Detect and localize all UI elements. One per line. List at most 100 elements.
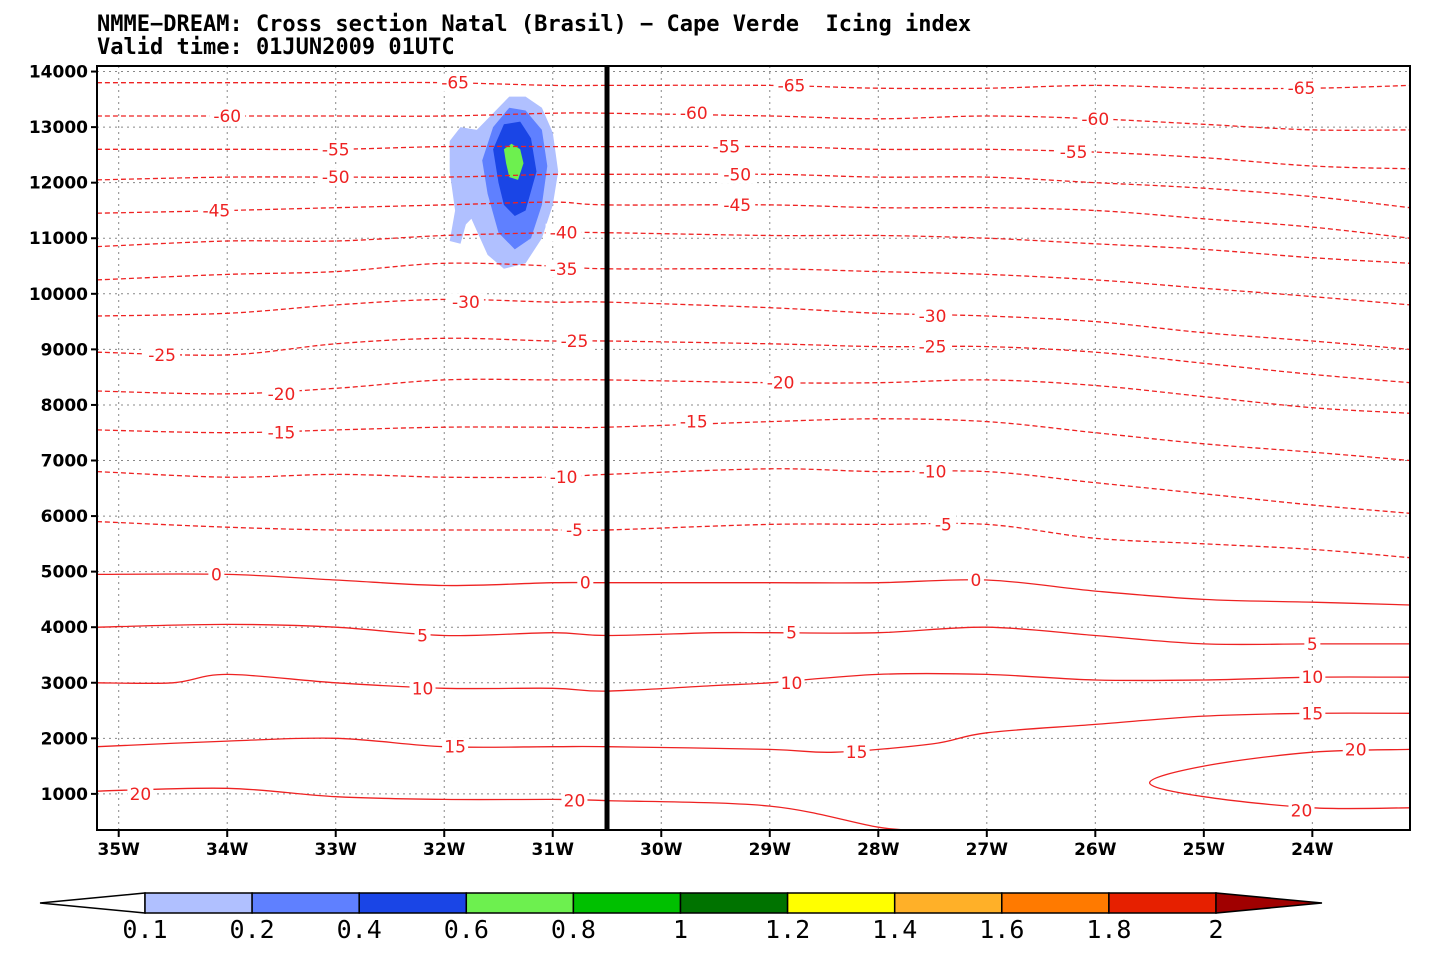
colorbar-segment	[1108, 892, 1217, 914]
isotherm--65	[97, 81, 1410, 90]
contour-label: 10	[1302, 668, 1324, 688]
y-tick-label: 1000	[41, 785, 88, 805]
colorbar-tick-label: 1.8	[1086, 915, 1131, 944]
colorbar-tick-label: 0.4	[337, 915, 382, 944]
y-tick-label: 2000	[41, 729, 88, 749]
y-tick-label: 7000	[41, 452, 88, 472]
isotherm-15	[97, 712, 1410, 754]
contour-label-bg	[762, 373, 799, 392]
contour-label: -55	[1060, 143, 1088, 163]
contour-label: 10	[412, 679, 434, 699]
colorbar-tick-label: 0.6	[444, 915, 489, 944]
contour-label-bg	[263, 423, 300, 442]
contour-label: -15	[268, 424, 296, 444]
colorbar-segment	[572, 892, 682, 914]
colorbar-tick-label: 2	[1208, 915, 1223, 944]
colorbar-segment	[465, 892, 575, 914]
colorbar-segment	[144, 892, 253, 914]
colorbar-tick-label: 1.6	[979, 915, 1024, 944]
icing-contour-0.6	[503, 143, 524, 180]
contour-label: -40	[550, 224, 578, 244]
contour-label: -35	[550, 260, 578, 280]
contour-label: -25	[148, 346, 176, 366]
contour-label: -50	[723, 165, 751, 185]
x-tick-label: 27W	[966, 840, 1009, 860]
contour-label: -25	[919, 338, 947, 358]
colorbar-tick-label: 0.1	[122, 915, 167, 944]
contour-label: 15	[444, 738, 466, 758]
colorbar-segment	[251, 892, 360, 914]
isotherm-20	[97, 787, 922, 830]
isotherm-20-branch	[1148, 748, 1410, 810]
contour-label-bg	[773, 76, 810, 95]
chart-title: NMME−DREAM: Cross section Natal (Brasil)…	[97, 12, 972, 37]
contour-label-bg	[545, 259, 582, 278]
y-tick-label: 11000	[29, 229, 88, 249]
contour-label-bg	[409, 679, 436, 698]
isotherm--40	[97, 231, 1410, 264]
contour-label-bg	[1288, 801, 1315, 820]
contour-label-bg	[317, 140, 354, 159]
contour-label: 0	[211, 565, 222, 585]
contour-label-bg	[914, 307, 951, 326]
x-tick-label: 24W	[1291, 840, 1334, 860]
contour-label: -20	[268, 385, 296, 405]
contour-label-bg	[675, 412, 712, 431]
contour-label: 0	[580, 574, 591, 594]
x-tick-label: 29W	[749, 840, 792, 860]
isotherm--30	[97, 298, 1410, 351]
isotherm--55	[97, 145, 1410, 170]
contour-label: 5	[417, 627, 428, 647]
contour-label: -10	[550, 468, 578, 488]
x-tick-label: 31W	[532, 840, 575, 860]
contour-label: -45	[202, 201, 230, 221]
contour-label-bg	[914, 462, 951, 481]
colorbar-segment	[679, 892, 789, 914]
contour-label-bg	[1299, 668, 1326, 687]
y-tick-label: 14000	[29, 63, 88, 83]
contour-label-bg	[719, 195, 756, 214]
contour-label: 15	[846, 743, 868, 763]
contour-label-bg	[209, 107, 246, 126]
contour-label: 20	[130, 785, 152, 805]
x-tick-label: 25W	[1183, 840, 1226, 860]
isotherm--35	[97, 262, 1410, 306]
y-tick-label: 10000	[29, 285, 88, 305]
colorbar-tick-label: 1.4	[872, 915, 917, 944]
contour-label-bg	[708, 137, 745, 156]
x-tick-label: 34W	[206, 840, 249, 860]
contour-label-bg	[437, 73, 474, 92]
contour-label-bg	[1055, 143, 1092, 162]
colorbar-segment	[893, 892, 1003, 914]
isotherm--60	[97, 112, 1410, 131]
contour-label: -55	[322, 140, 350, 160]
isotherm--45	[97, 201, 1410, 239]
contour-label-bg	[198, 201, 235, 220]
contour-label-bg	[967, 570, 984, 589]
contour-label: -45	[723, 196, 751, 216]
contour-label-bg	[561, 791, 588, 810]
contour-label: -5	[566, 521, 583, 541]
contour-label-bg	[783, 623, 800, 642]
colorbar-tick-label: 0.8	[551, 915, 596, 944]
colorbar-segment	[358, 892, 468, 914]
isotherm--10	[97, 468, 1410, 514]
contour-label: -65	[1288, 79, 1316, 99]
x-tick-label: 26W	[1074, 840, 1117, 860]
y-tick-label: 12000	[29, 174, 88, 194]
colorbar-arrow-right	[1215, 892, 1323, 914]
contour-label: -30	[919, 307, 947, 327]
contour-label-bg	[719, 165, 756, 184]
x-tick-label: 35W	[97, 840, 140, 860]
contour-label: -60	[680, 104, 708, 124]
contour-label: 10	[781, 674, 803, 694]
isotherm-5	[97, 623, 1410, 646]
contour-label-bg	[127, 784, 154, 803]
contour-label-bg	[263, 384, 300, 403]
isotherm--25	[97, 337, 1410, 384]
contour-label-bg	[930, 515, 957, 534]
contour-label: -15	[680, 413, 708, 433]
contour-label-bg	[545, 223, 582, 242]
contour-label: -65	[778, 76, 806, 96]
